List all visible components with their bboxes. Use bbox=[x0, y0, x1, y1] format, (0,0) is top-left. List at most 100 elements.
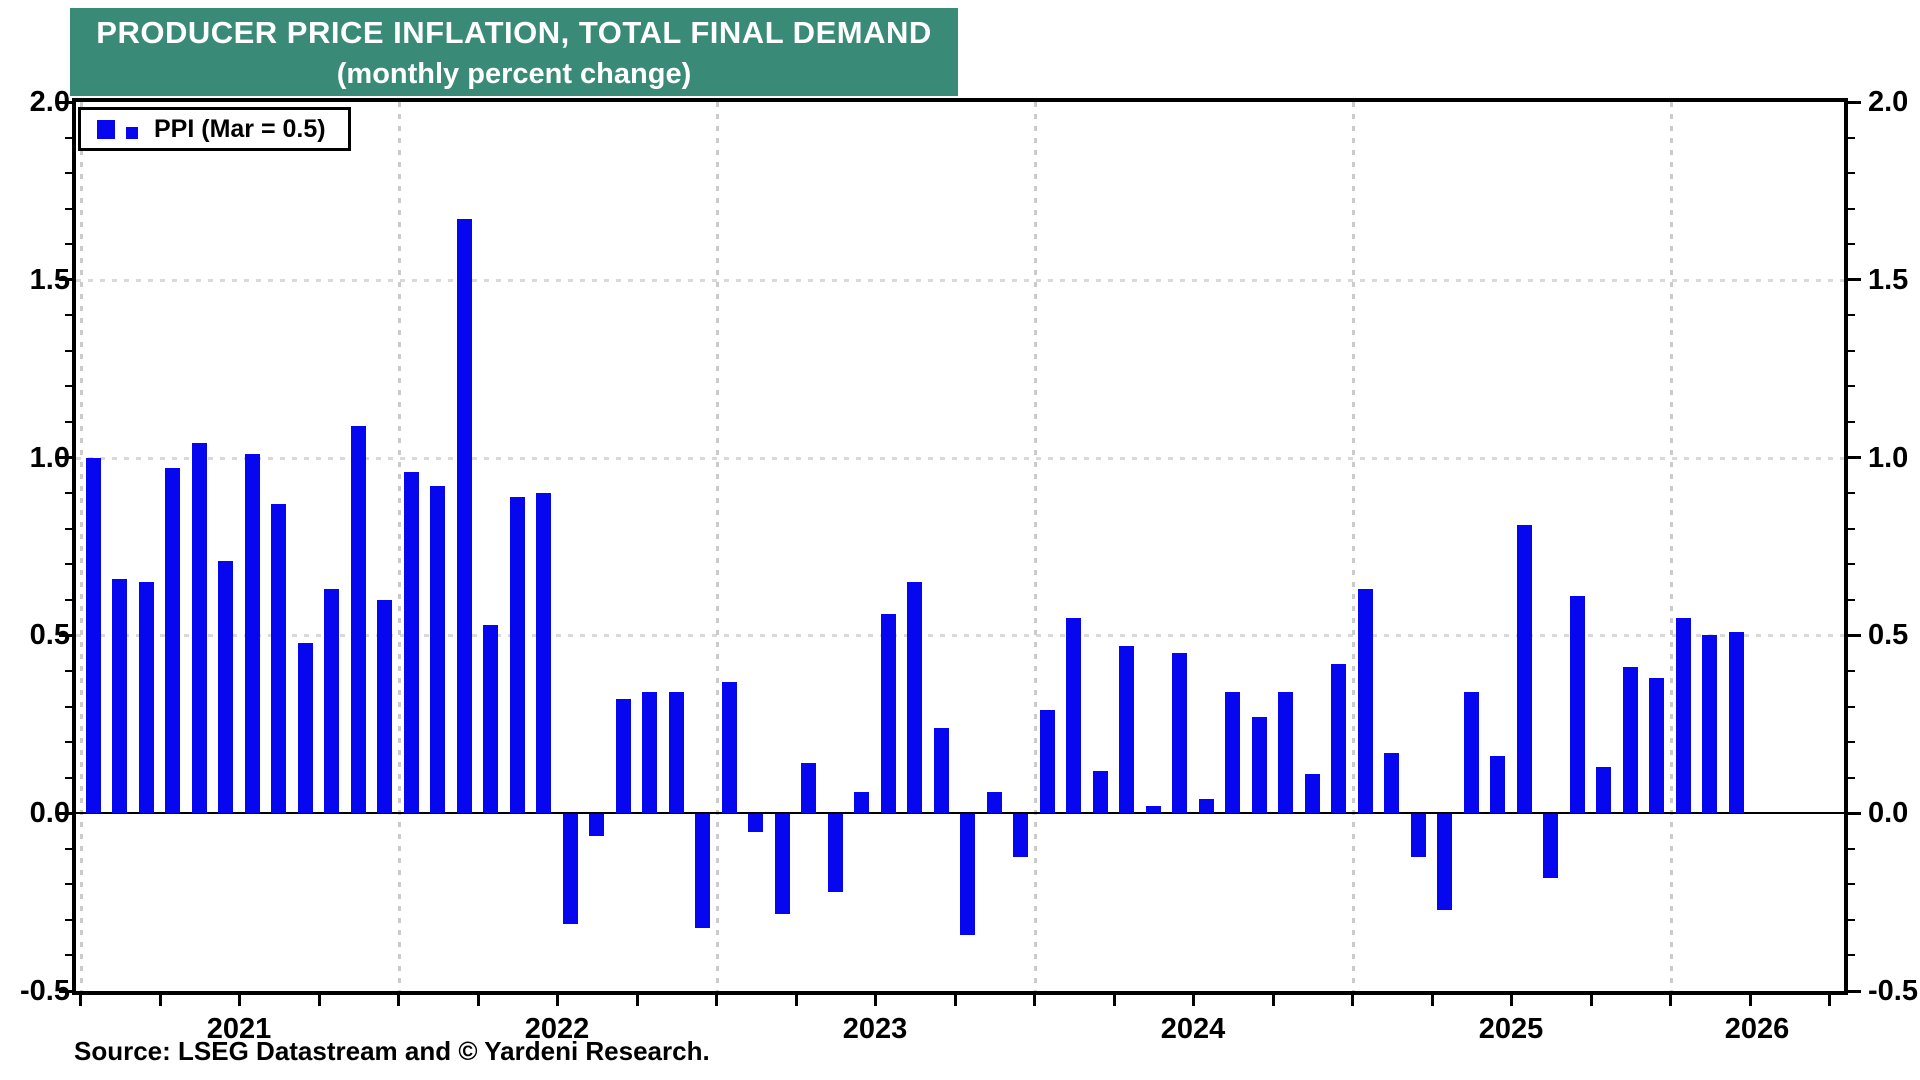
x-axis-year-label: 2021 bbox=[206, 1013, 272, 1045]
y-axis-label-right: -0.5 bbox=[1868, 975, 1918, 1007]
y-axis-tick bbox=[1848, 527, 1855, 530]
y-axis-tick bbox=[65, 243, 72, 246]
bar-jul-2024 bbox=[1198, 798, 1214, 814]
x-axis-tick bbox=[317, 995, 321, 1006]
y-axis-tick bbox=[1848, 278, 1861, 282]
x-axis-year-label: 2025 bbox=[1478, 1013, 1544, 1045]
x-axis-tick bbox=[953, 995, 957, 1006]
bar-jan-2023 bbox=[721, 681, 737, 814]
bar-jan-2024 bbox=[1039, 710, 1055, 814]
bar-oct-2025 bbox=[1596, 766, 1612, 814]
y-axis-tick bbox=[65, 918, 72, 921]
chart-title: PRODUCER PRICE INFLATION, TOTAL FINAL DE… bbox=[96, 15, 932, 50]
bar-feb-2022 bbox=[430, 486, 446, 814]
bar-mar-2023 bbox=[774, 814, 790, 914]
bar-jul-2022 bbox=[562, 814, 578, 925]
y-axis-tick bbox=[65, 492, 72, 495]
bar-jan-2021 bbox=[85, 457, 101, 814]
bar-nov-2023 bbox=[986, 791, 1002, 814]
x-axis-tick bbox=[1510, 995, 1513, 1006]
x-axis-tick bbox=[1589, 995, 1593, 1006]
x-axis-tick bbox=[715, 995, 718, 1006]
y-axis-tick bbox=[1848, 421, 1855, 424]
bar-aug-2025 bbox=[1543, 814, 1559, 879]
bar-nov-2021 bbox=[350, 425, 366, 814]
bar-jun-2025 bbox=[1490, 756, 1506, 814]
bar-dec-2022 bbox=[695, 814, 711, 928]
bar-mar-2026 bbox=[1728, 631, 1744, 814]
bar-sep-2025 bbox=[1569, 596, 1585, 814]
bar-dec-2025 bbox=[1649, 678, 1665, 814]
bar-feb-2026 bbox=[1702, 635, 1718, 814]
y-axis-tick bbox=[1848, 776, 1855, 779]
y-axis-tick bbox=[65, 705, 72, 708]
x-axis-tick bbox=[1192, 995, 1195, 1006]
bar-jan-2022 bbox=[403, 471, 419, 814]
y-axis-tick bbox=[59, 456, 72, 460]
bar-dec-2023 bbox=[1013, 814, 1029, 857]
bar-sep-2024 bbox=[1251, 717, 1267, 814]
bar-sep-2022 bbox=[615, 699, 631, 814]
bar-oct-2022 bbox=[642, 692, 658, 814]
x-axis-tick bbox=[1828, 995, 1831, 1006]
chart-subtitle: (monthly percent change) bbox=[336, 58, 692, 90]
bar-jan-2026 bbox=[1675, 617, 1691, 814]
bar-apr-2023 bbox=[801, 763, 817, 814]
y-axis-tick bbox=[59, 989, 72, 993]
y-axis-tick bbox=[1848, 456, 1861, 460]
x-axis-year-label: 2026 bbox=[1724, 1013, 1790, 1045]
bar-oct-2021 bbox=[324, 589, 340, 814]
y-axis-tick bbox=[1848, 954, 1855, 957]
bar-nov-2022 bbox=[668, 692, 684, 814]
bar-aug-2023 bbox=[907, 582, 923, 814]
legend: PPI (Mar = 0.5) bbox=[78, 107, 351, 151]
y-axis-tick bbox=[1848, 811, 1861, 815]
y-axis-tick bbox=[1848, 207, 1855, 210]
year-gridline bbox=[1670, 102, 1673, 991]
bar-jun-2024 bbox=[1172, 653, 1188, 814]
bar-nov-2025 bbox=[1622, 667, 1638, 814]
y-axis-label-left: -0.5 bbox=[20, 975, 70, 1007]
x-axis-tick bbox=[397, 995, 400, 1006]
bar-feb-2025 bbox=[1384, 752, 1400, 814]
y-axis-tick bbox=[65, 136, 72, 139]
bar-oct-2023 bbox=[960, 814, 976, 936]
bar-mar-2024 bbox=[1092, 770, 1108, 814]
legend-swatch-small-icon bbox=[126, 126, 138, 139]
year-gridline bbox=[716, 102, 719, 991]
y-axis-tick bbox=[1848, 314, 1855, 317]
bar-jun-2021 bbox=[218, 560, 234, 814]
h-gridline bbox=[76, 278, 1844, 282]
y-axis-tick bbox=[65, 598, 72, 601]
bar-feb-2024 bbox=[1066, 617, 1082, 814]
chart-title-box: PRODUCER PRICE INFLATION, TOTAL FINAL DE… bbox=[70, 8, 958, 96]
year-gridline bbox=[80, 102, 83, 991]
x-axis-year-label: 2023 bbox=[842, 1013, 908, 1045]
y-axis-tick bbox=[1848, 100, 1861, 104]
bar-nov-2024 bbox=[1304, 774, 1320, 814]
y-axis-tick bbox=[1848, 669, 1855, 672]
x-axis-tick bbox=[1271, 995, 1275, 1006]
zero-line bbox=[76, 812, 1844, 815]
y-axis-tick bbox=[1848, 385, 1855, 388]
y-axis-tick bbox=[65, 847, 72, 850]
x-axis-tick bbox=[1748, 995, 1752, 1006]
y-axis-label-left: 1.5 bbox=[29, 263, 70, 296]
x-axis-tick bbox=[1112, 995, 1116, 1006]
h-gridline bbox=[76, 634, 1844, 638]
bar-feb-2021 bbox=[112, 578, 128, 814]
y-axis-tick bbox=[65, 349, 72, 352]
y-axis-tick bbox=[65, 954, 72, 957]
y-axis-label-right: 2.0 bbox=[1868, 86, 1909, 118]
y-axis-tick bbox=[1848, 705, 1855, 708]
x-axis-tick bbox=[635, 995, 639, 1006]
bar-aug-2024 bbox=[1225, 692, 1241, 814]
bar-mar-2025 bbox=[1410, 814, 1426, 857]
y-axis-tick bbox=[1848, 136, 1855, 139]
y-axis-tick bbox=[65, 883, 72, 886]
bar-may-2025 bbox=[1463, 692, 1479, 814]
y-axis-tick bbox=[1848, 349, 1855, 352]
bar-jun-2023 bbox=[854, 791, 870, 814]
y-axis-tick bbox=[1848, 989, 1861, 993]
x-axis-tick bbox=[158, 995, 162, 1006]
